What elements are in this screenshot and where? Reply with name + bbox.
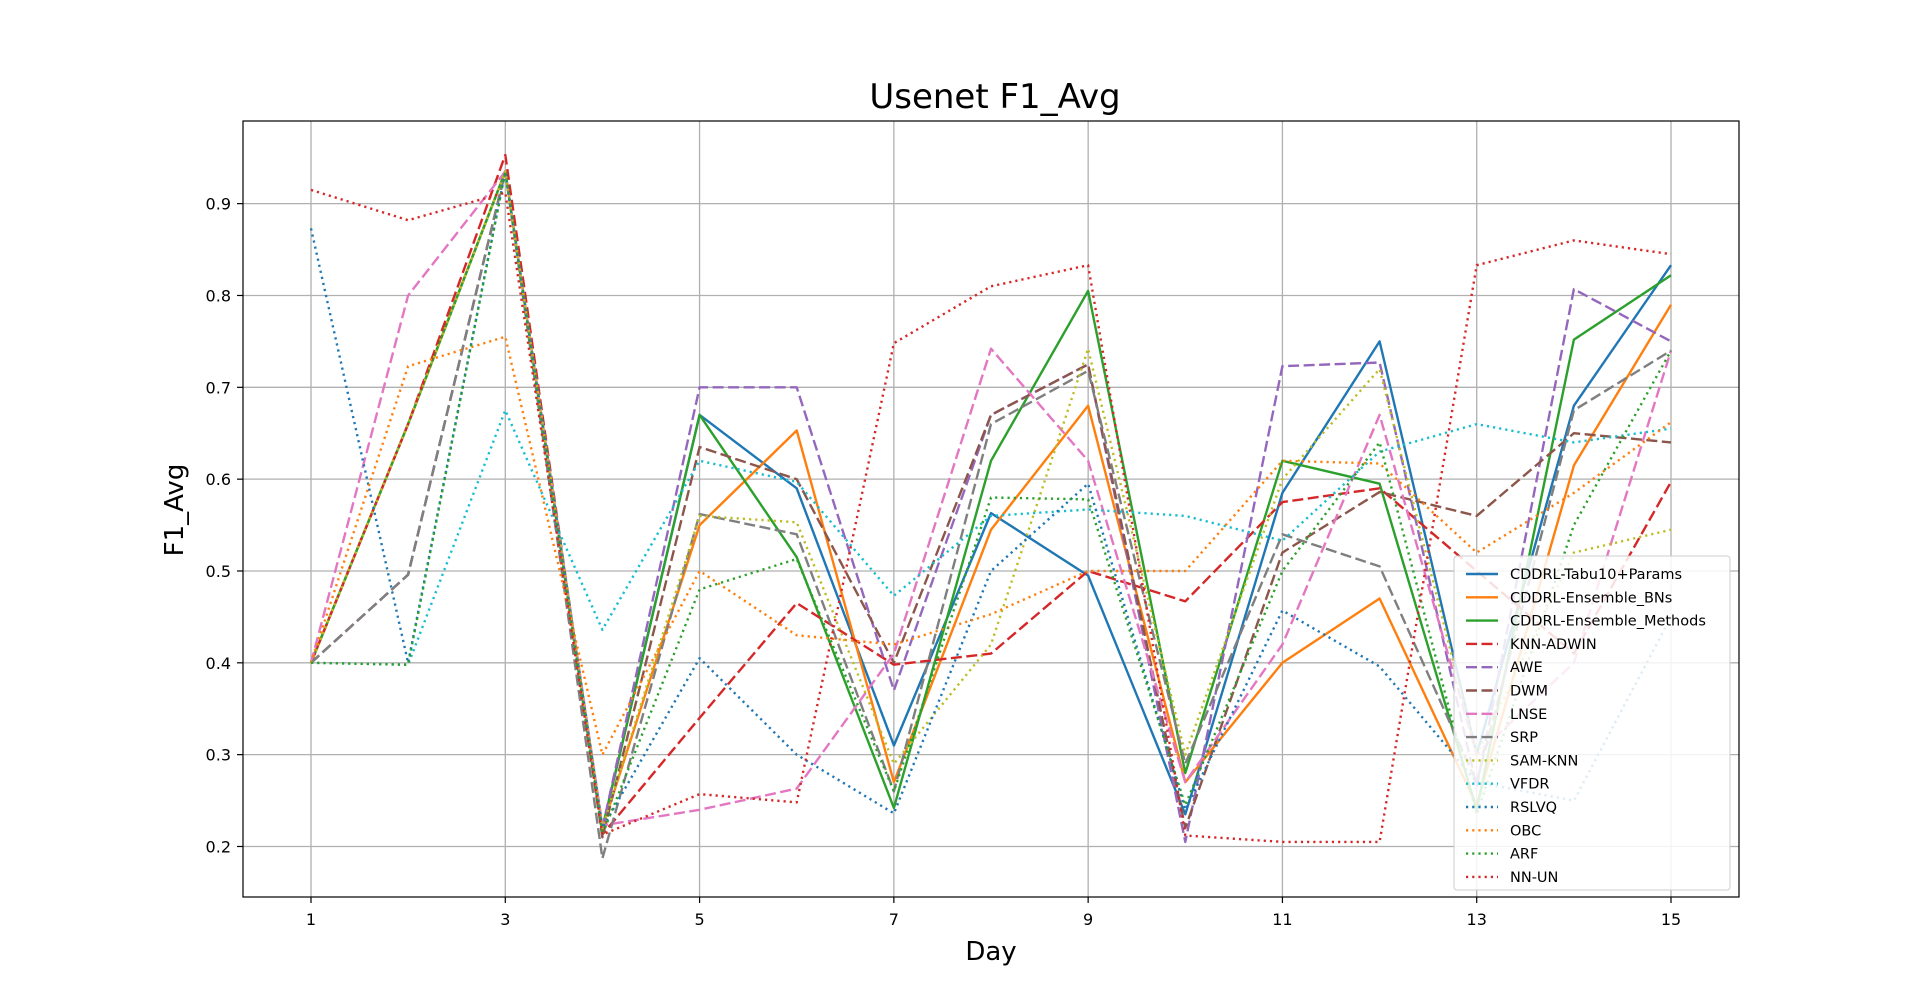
- series-line-vfdr: [310, 409, 1672, 666]
- legend-label: OBC: [1510, 823, 1541, 839]
- legend-label: VFDR: [1510, 777, 1550, 793]
- legend-label: CDDRL-Ensemble_Methods: [1510, 614, 1706, 630]
- axis-ticks: 1 3 5 7 9 11 13 150.20.30.40.50.60.70.80.9: [206, 195, 1682, 929]
- y-tick-label: 0.2: [206, 837, 231, 856]
- plot-frame: [242, 120, 1740, 898]
- legend-label: ARF: [1510, 847, 1538, 863]
- x-tick-label: 1: [306, 910, 316, 929]
- legend-label: DWM: [1510, 684, 1548, 700]
- x-tick-label: 3: [500, 910, 510, 929]
- x-tick-label: 15: [1661, 910, 1681, 929]
- legend-label: AWE: [1510, 660, 1543, 676]
- y-tick-label: 0.6: [206, 470, 231, 489]
- y-tick-label: 0.5: [206, 562, 231, 581]
- x-tick-label: 9: [1083, 910, 1093, 929]
- legend-label: CDDRL-Tabu10+Params: [1510, 567, 1682, 583]
- x-axis-title: Day: [965, 937, 1016, 967]
- legend: CDDRL-Tabu10+Params CDDRL-Ensemble_BNs CDD…: [1453, 555, 1731, 891]
- legend-label: NN-UN: [1510, 870, 1558, 886]
- series-line-rslvq: [309, 170, 1673, 830]
- series-lines: [309, 153, 1673, 860]
- legend-label: RSLVQ: [1510, 800, 1557, 816]
- x-tick-label: 11: [1272, 910, 1292, 929]
- chart-title: Usenet F1_Avg: [869, 77, 1120, 117]
- y-tick-label: 0.7: [206, 378, 231, 397]
- legend-box: [1453, 555, 1731, 891]
- y-tick-label: 0.9: [206, 195, 231, 214]
- y-tick-label: 0.3: [206, 746, 231, 765]
- series-line-lnse: [309, 170, 1673, 827]
- y-axis-title: F1_Avg: [160, 464, 190, 557]
- x-tick-label: 5: [694, 910, 704, 929]
- legend-label: LNSE: [1510, 707, 1547, 723]
- x-tick-label: 7: [889, 910, 899, 929]
- legend-label: CDDRL-Ensemble_BNs: [1510, 590, 1672, 606]
- legend-label: KNN-ADWIN: [1510, 637, 1597, 653]
- series-line-knn-adwin: [309, 153, 1673, 836]
- y-tick-label: 0.4: [206, 654, 231, 673]
- x-tick-label: 13: [1467, 910, 1487, 929]
- series-line-arf: [310, 170, 1673, 836]
- legend-label: SRP: [1510, 730, 1538, 746]
- legend-label: SAM-KNN: [1510, 753, 1578, 769]
- y-tick-label: 0.8: [206, 286, 231, 305]
